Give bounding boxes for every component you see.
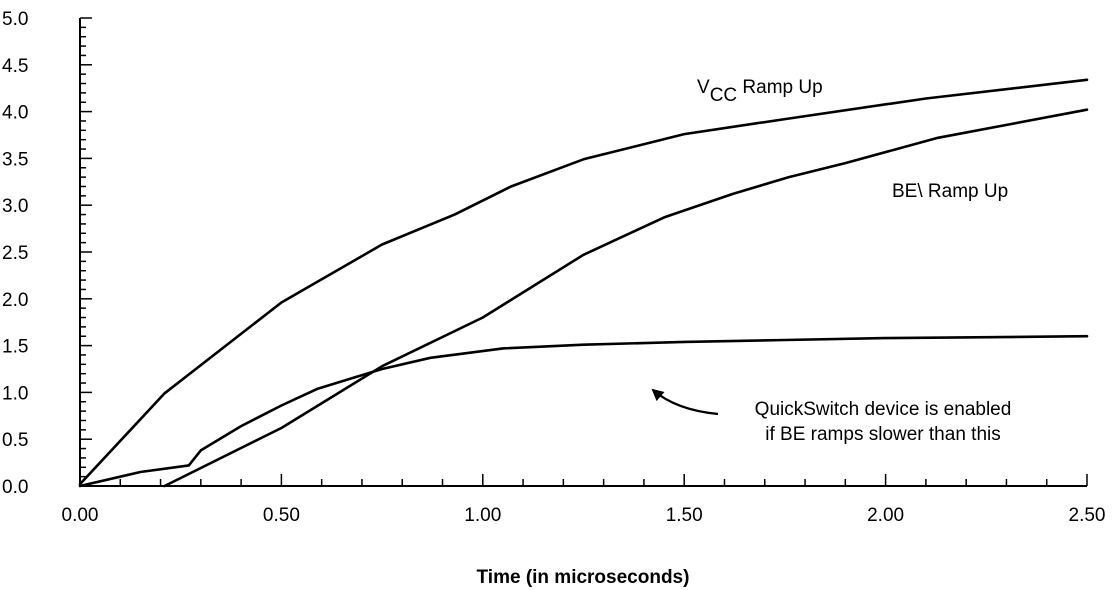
callout-arrow <box>651 388 719 416</box>
axes <box>79 17 1088 487</box>
x-tick-label: 2.00 <box>867 505 904 526</box>
x-tick-label: 2.50 <box>1069 505 1106 526</box>
y-tick-label: 5.0 <box>2 9 28 30</box>
x-axis-title: Time (in microseconds) <box>477 567 690 588</box>
x-tick-label: 1.00 <box>464 505 501 526</box>
vcc-ramp-up-line <box>78 78 1089 486</box>
x-tick-label: 0.00 <box>62 505 99 526</box>
y-tick-label: 4.5 <box>2 56 28 77</box>
be-ramp-label: BE\ Ramp Up <box>892 181 1008 202</box>
x-tick-label: 0.50 <box>263 505 300 526</box>
y-tick-label: 3.5 <box>2 149 28 170</box>
callout-line-2: if BE ramps slower than this <box>765 424 1000 445</box>
vcc-ramp-label-rest: Ramp Up <box>737 77 823 98</box>
y-tick-labels: 0.0 0.5 1.0 1.5 2.0 2.5 3.0 3.5 4.0 4.5 5.0 <box>2 9 28 498</box>
y-tick-label: 0.5 <box>2 430 28 451</box>
y-tick-label: 1.0 <box>2 383 28 404</box>
y-tick-label: 2.0 <box>2 290 28 311</box>
x-tick-labels: 0.00 0.50 1.00 1.50 2.00 2.50 <box>62 505 1106 526</box>
enable-threshold-line <box>78 334 1089 488</box>
vcc-ramp-label: VCC Ramp Up <box>697 77 823 106</box>
callout-line-1: QuickSwitch device is enabled <box>755 399 1012 420</box>
y-tick-label: 0.0 <box>2 477 28 498</box>
y-tick-label: 1.5 <box>2 337 28 358</box>
y-tick-label: 4.0 <box>2 103 28 124</box>
x-tick-label: 1.50 <box>666 505 703 526</box>
y-tick-label: 2.5 <box>2 243 28 264</box>
vcc-ramp-label-v: V <box>697 77 710 98</box>
y-tick-label: 3.0 <box>2 196 28 217</box>
series-lines <box>78 78 1089 488</box>
vcc-ramp-label-sub: CC <box>710 85 737 106</box>
be-ramp-up-line <box>163 108 1089 488</box>
